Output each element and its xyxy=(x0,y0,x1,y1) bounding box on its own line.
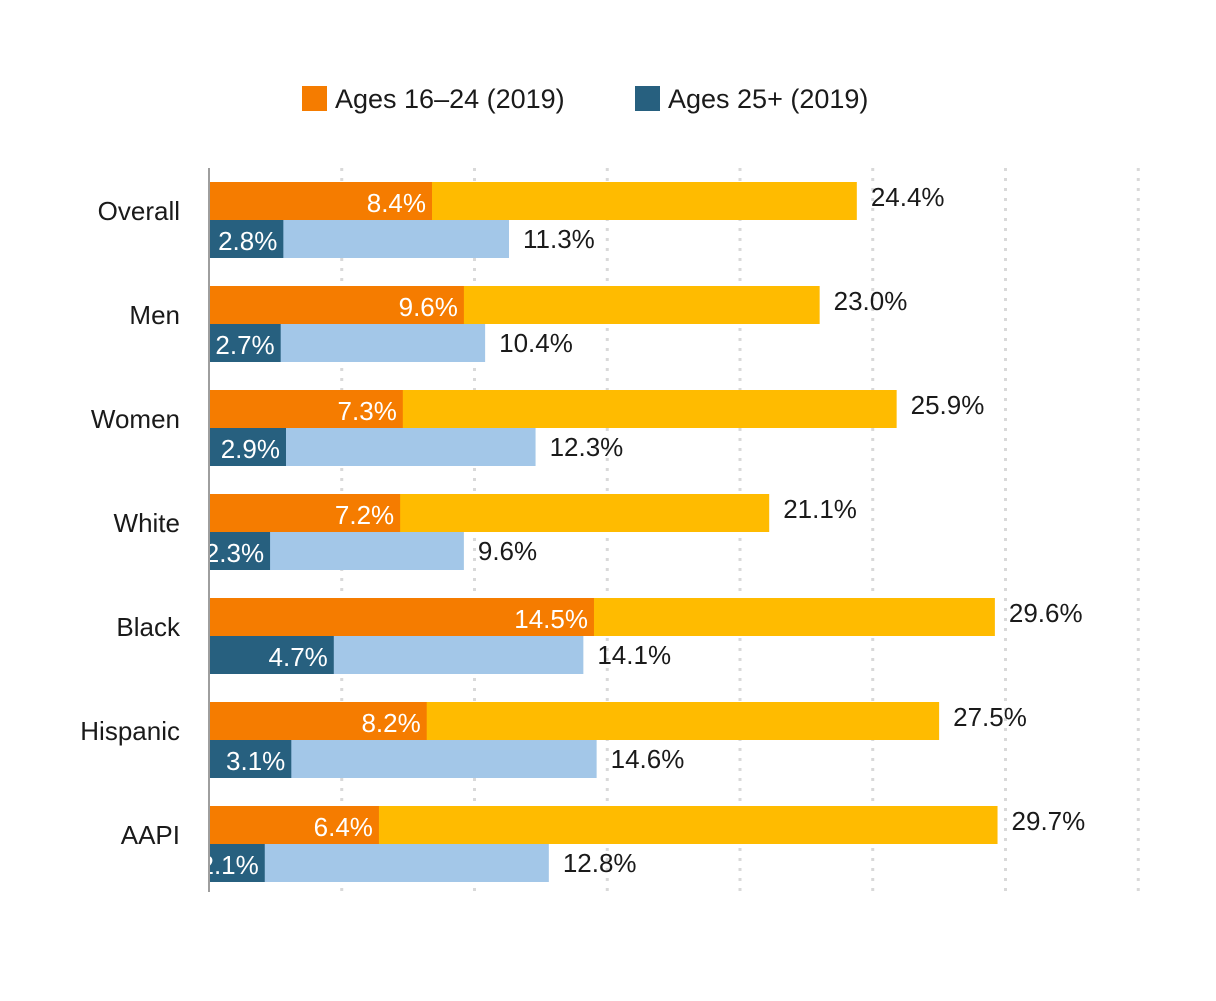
data-label-young-light: 29.7% xyxy=(1012,806,1086,836)
bar-young-2019 xyxy=(209,494,401,532)
bar-older-2019 xyxy=(209,844,265,882)
data-label-young-2019: 8.4% xyxy=(367,188,426,218)
bar-older-2019 xyxy=(209,740,292,778)
data-label-young-2019: 8.2% xyxy=(361,708,420,738)
data-label-older-2019: 2.8% xyxy=(218,226,277,256)
data-label-older-light: 11.3% xyxy=(523,224,595,254)
bar-young-2019 xyxy=(209,598,594,636)
bar-older-2019 xyxy=(209,220,284,258)
data-label-young-2019: 6.4% xyxy=(314,812,373,842)
data-label-young-2019: 9.6% xyxy=(399,292,458,322)
data-label-older-light: 14.1% xyxy=(597,640,671,670)
data-label-young-light: 23.0% xyxy=(834,286,908,316)
legend-swatch xyxy=(302,86,327,111)
category-label: Black xyxy=(116,612,181,642)
bar-labels: 8.4% 2.8% 24.4% 11.3% 9.6% 2.7% 23.0% 10.4% 7.3%… xyxy=(199,182,1085,880)
data-label-older-light: 12.8% xyxy=(563,848,637,878)
data-label-young-light: 25.9% xyxy=(911,390,985,420)
category-label: Women xyxy=(91,404,180,434)
data-label-older-light: 9.6% xyxy=(478,536,537,566)
data-label-young-light: 29.6% xyxy=(1009,598,1083,628)
data-label-older-light: 14.6% xyxy=(611,744,685,774)
data-label-young-2019: 7.3% xyxy=(338,396,397,426)
data-label-young-light: 21.1% xyxy=(783,494,857,524)
data-label-older-2019: 4.7% xyxy=(269,642,328,672)
bar-young-2019 xyxy=(209,182,433,220)
category-label: AAPI xyxy=(121,820,180,850)
bar-older-2019 xyxy=(209,428,286,466)
bar-older-2019 xyxy=(209,532,271,570)
data-label-young-light: 27.5% xyxy=(953,702,1027,732)
data-label-young-light: 24.4% xyxy=(871,182,945,212)
category-label: White xyxy=(114,508,180,538)
data-label-older-light: 10.4% xyxy=(499,328,573,358)
chart-legend: Ages 16–24 (2019) Ages 25+ (2019) xyxy=(302,84,868,114)
data-label-older-2019: 2.3% xyxy=(205,538,264,568)
legend-label: Ages 25+ (2019) xyxy=(668,84,868,114)
bar-older-light xyxy=(209,844,549,882)
bar-young-2019 xyxy=(209,286,464,324)
bar-young-2019 xyxy=(209,806,379,844)
bar-marks xyxy=(209,182,998,882)
bar-young-2019 xyxy=(209,390,403,428)
data-label-older-2019: 2.7% xyxy=(215,330,274,360)
data-label-older-2019: 2.9% xyxy=(221,434,280,464)
category-label: Hispanic xyxy=(80,716,180,746)
data-label-young-2019: 7.2% xyxy=(335,500,394,530)
bar-older-2019 xyxy=(209,324,281,362)
data-label-older-light: 12.3% xyxy=(550,432,624,462)
legend-swatch xyxy=(635,86,660,111)
category-label: Men xyxy=(129,300,180,330)
bar-older-2019 xyxy=(209,636,334,674)
category-labels: Overall Men Women White Black Hispanic AAPI xyxy=(80,196,181,850)
data-label-young-2019: 14.5% xyxy=(514,604,588,634)
data-label-older-2019: 3.1% xyxy=(226,746,285,776)
category-label: Overall xyxy=(98,196,180,226)
bar-young-2019 xyxy=(209,702,427,740)
legend-label: Ages 16–24 (2019) xyxy=(335,84,565,114)
